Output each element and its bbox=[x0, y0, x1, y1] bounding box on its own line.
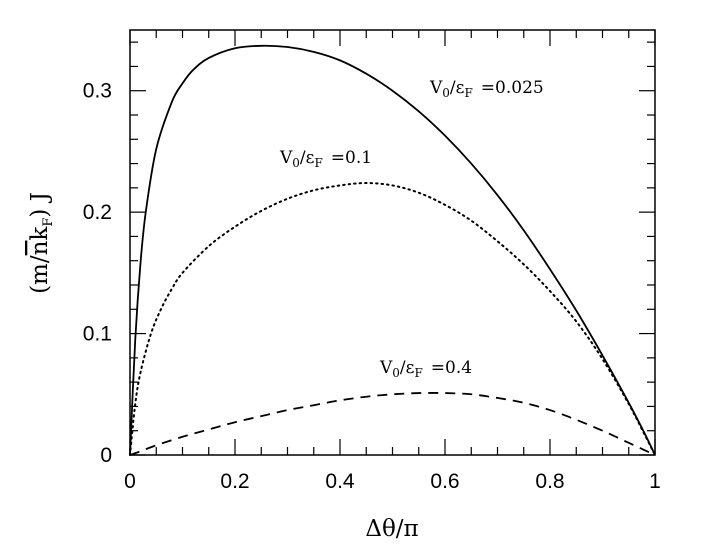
y-tick-label: 0.1 bbox=[83, 323, 112, 346]
annotation-04: V0/εF =0.4 bbox=[379, 358, 472, 380]
ylabel-close: ) J bbox=[27, 192, 53, 218]
axis-ticks bbox=[129, 30, 656, 456]
y-tick-label: 0 bbox=[100, 444, 112, 467]
series-line-0 bbox=[129, 44, 656, 456]
ylabel-open: (m/ bbox=[27, 255, 53, 294]
svg-text:(m/nkF) J: (m/nkF) J bbox=[27, 192, 56, 294]
x-tick-label: 0.8 bbox=[535, 470, 564, 493]
ylabel-nbar: n bbox=[27, 240, 53, 255]
x-tick-label: 0.6 bbox=[430, 470, 459, 493]
annotation-0025: V0/εF =0.025 bbox=[429, 78, 544, 100]
x-tick-label: 0.2 bbox=[220, 470, 249, 493]
plot-frame bbox=[129, 29, 656, 456]
y-tick-label: 0.2 bbox=[83, 201, 112, 224]
ylabel-k: k bbox=[27, 226, 53, 241]
series-line-2 bbox=[129, 392, 656, 456]
x-axis-title: Δθ/π bbox=[365, 516, 418, 542]
series-line-1 bbox=[129, 181, 656, 456]
x-tick-label: 0 bbox=[124, 470, 136, 493]
y-axis-title: (m/nkF) J bbox=[27, 192, 56, 294]
ylabel-sub: F bbox=[41, 218, 56, 227]
series-lines bbox=[129, 44, 656, 456]
tick-labels: 0 0.2 0.4 0.6 0.8 1 0 0.1 0.2 0.3 bbox=[83, 80, 661, 493]
y-tick-label: 0.3 bbox=[83, 80, 112, 103]
x-tick-label: 0.4 bbox=[325, 470, 355, 493]
annotation-01: V0/εF =0.1 bbox=[279, 148, 372, 170]
x-tick-label: 1 bbox=[649, 470, 661, 493]
